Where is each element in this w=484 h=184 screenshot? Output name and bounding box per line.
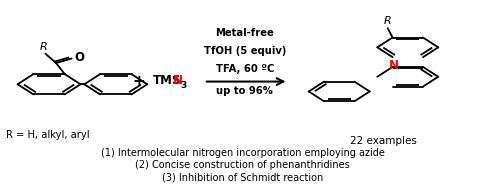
Text: R: R [383, 16, 391, 26]
Text: O: O [74, 51, 84, 64]
Text: TFA, 60 ºC: TFA, 60 ºC [215, 64, 273, 74]
Text: +: + [132, 74, 145, 89]
Text: TMS: TMS [153, 74, 181, 87]
Text: 22 examples: 22 examples [349, 136, 416, 146]
Text: 3: 3 [180, 81, 186, 90]
Text: TfOH (5 equiv): TfOH (5 equiv) [203, 46, 286, 56]
Text: R: R [40, 42, 48, 52]
Text: (1) Intermolecular nitrogen incorporation employing azide: (1) Intermolecular nitrogen incorporatio… [100, 148, 384, 158]
Text: N: N [388, 59, 398, 72]
Text: (2) Concise construction of phenanthridines: (2) Concise construction of phenanthridi… [135, 160, 349, 170]
Text: up to 96%: up to 96% [216, 86, 273, 95]
Text: N: N [172, 74, 182, 87]
Text: Metal-free: Metal-free [215, 28, 274, 38]
Text: R = H, alkyl, aryl: R = H, alkyl, aryl [5, 130, 89, 141]
Text: (3) Inhibition of Schmidt reaction: (3) Inhibition of Schmidt reaction [162, 173, 322, 183]
